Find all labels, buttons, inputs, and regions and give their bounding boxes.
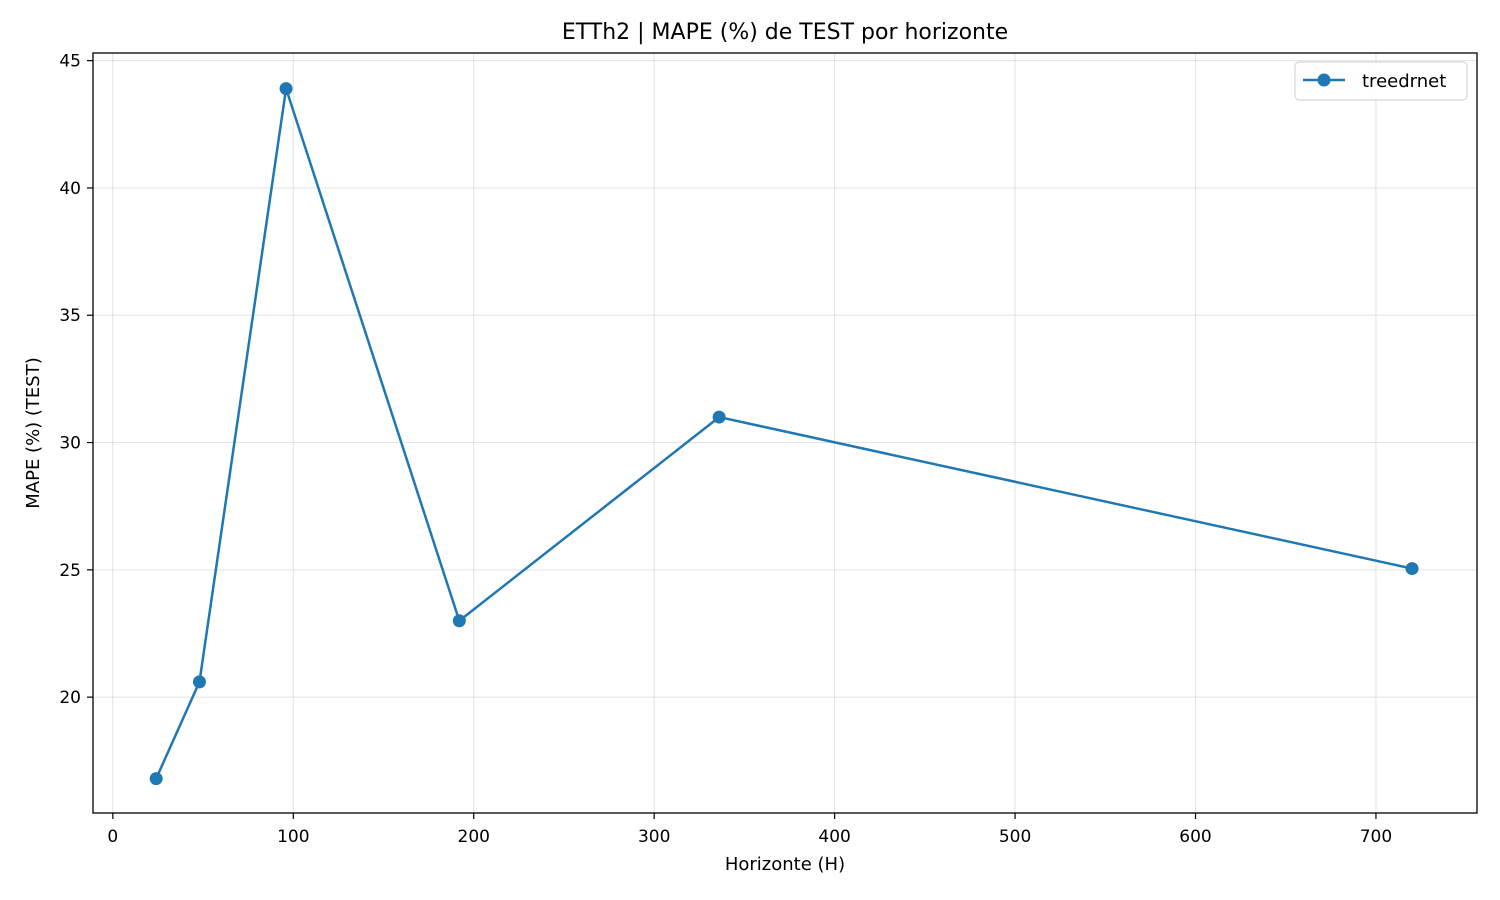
y-axis-ticks: 20 25 30 35 40 45 [59, 52, 93, 708]
y-tick-label: 25 [59, 561, 81, 581]
y-tick-label: 40 [59, 179, 81, 199]
data-point [712, 410, 726, 424]
data-point [149, 772, 163, 786]
grid [93, 53, 1477, 813]
y-tick-label: 35 [59, 306, 81, 326]
y-axis-label: MAPE (%) (TEST) [23, 357, 44, 509]
x-tick-label: 400 [818, 827, 850, 847]
x-tick-label: 600 [1179, 827, 1211, 847]
x-tick-label: 500 [999, 827, 1031, 847]
series-line-treedrnet [155, 87, 1413, 780]
x-tick-label: 100 [277, 827, 309, 847]
x-tick-label: 0 [107, 827, 118, 847]
x-tick-label: 700 [1360, 827, 1392, 847]
x-tick-label: 300 [638, 827, 670, 847]
y-tick-label: 45 [59, 52, 81, 72]
y-tick-label: 20 [59, 688, 81, 708]
data-point [1405, 562, 1419, 576]
x-tick-label: 200 [458, 827, 490, 847]
data-point [279, 82, 293, 96]
chart-title: ETTh2 | MAPE (%) de TEST por horizonte [562, 20, 1008, 45]
series-layer [149, 82, 1419, 786]
data-point [452, 614, 466, 628]
legend-box [1294, 61, 1468, 101]
y-tick-label: 30 [59, 434, 81, 454]
plot-area-frame [92, 52, 1478, 814]
legend-dot-marker [1317, 73, 1331, 87]
legend: treedrnet [1294, 61, 1468, 101]
x-axis-label: Horizonte (H) [725, 854, 845, 875]
legend-label: treedrnet [1362, 71, 1446, 92]
data-point [192, 675, 206, 689]
x-axis-ticks: 0 100 200 300 400 500 600 700 [107, 813, 1392, 847]
